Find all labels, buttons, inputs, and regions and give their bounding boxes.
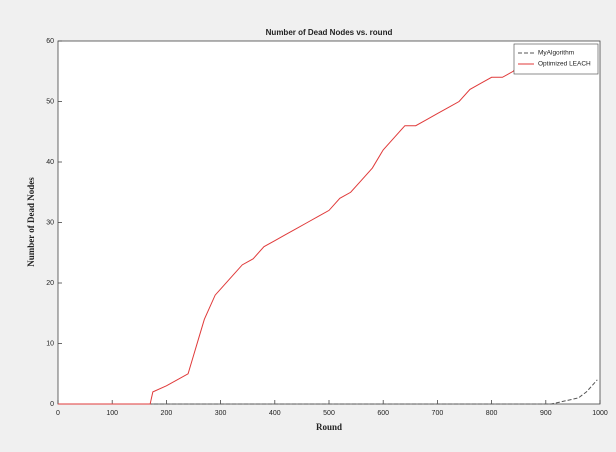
legend-label: MyAlgorithm	[538, 50, 574, 57]
y-tick-label: 30	[46, 219, 54, 226]
x-tick-label: 800	[486, 410, 498, 417]
y-tick-label: 0	[50, 401, 54, 408]
x-tick-label: 0	[56, 410, 60, 417]
y-tick-label: 50	[46, 98, 54, 105]
x-tick-label: 1000	[592, 410, 608, 417]
y-tick-label: 10	[46, 340, 54, 347]
x-tick-label: 200	[161, 410, 173, 417]
series-line	[58, 64, 520, 405]
x-tick-label: 600	[377, 410, 389, 417]
x-tick-label: 100	[106, 410, 118, 417]
y-tick-label: 60	[46, 38, 54, 45]
y-axis-label: Number of Dead Nodes	[26, 177, 36, 267]
y-tick-label: 20	[46, 280, 54, 287]
y-tick-label: 40	[46, 159, 54, 166]
x-tick-label: 400	[269, 410, 281, 417]
legend-box	[513, 43, 599, 75]
x-tick-label: 700	[432, 410, 444, 417]
x-axis-label: Round	[316, 422, 342, 432]
x-tick-label: 500	[323, 410, 335, 417]
chart-title: Number of Dead Nodes vs. round	[266, 28, 393, 37]
x-tick-label: 900	[540, 410, 552, 417]
legend-label: Optimized LEACH	[538, 61, 591, 68]
x-tick-label: 300	[215, 410, 227, 417]
series-line	[58, 379, 598, 405]
plot-area	[57, 40, 601, 405]
